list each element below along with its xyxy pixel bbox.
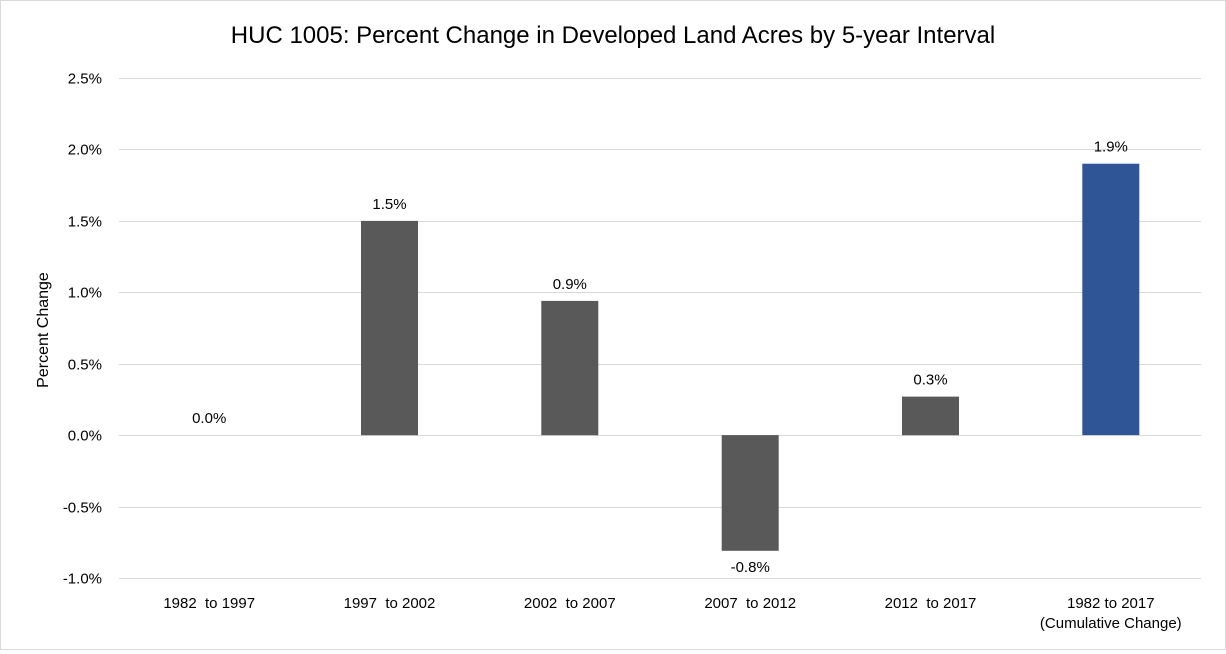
y-tick-label: 2.0% [68, 142, 102, 159]
y-tick-label: 0.5% [68, 357, 102, 374]
x-axis-ticks: 1982 to 1997 1997 to 2002 2002 to 2007 2007… [163, 595, 1181, 632]
y-tick-label: 2.5% [68, 71, 102, 88]
x-tick-label: 1982 to 2017 [1067, 595, 1155, 612]
chart-title: HUC 1005: Percent Change in Developed La… [231, 22, 995, 49]
x-tick-label: 1997 to 2002 [344, 595, 436, 612]
y-axis-ticks: 2.5% 2.0% 1.5% 1.0% 0.5% 0.0% -0.5% -1.0% [63, 71, 102, 588]
x-tick-label: 1982 to 1997 [163, 595, 255, 612]
y-axis-label: Percent Change [35, 272, 52, 388]
data-label: -0.8% [731, 559, 770, 576]
data-label: 0.0% [192, 410, 226, 427]
y-tick-label: 0.0% [68, 428, 102, 445]
x-tick-label: 2002 to 2007 [524, 595, 616, 612]
bar [541, 300, 599, 436]
y-tick-label: -0.5% [63, 500, 102, 517]
y-tick-label: 1.0% [68, 285, 102, 302]
data-label: 1.9% [1094, 139, 1128, 156]
y-tick-label: -1.0% [63, 571, 102, 588]
gridlines [119, 78, 1201, 579]
y-tick-label: 1.5% [68, 214, 102, 231]
x-tick-label: (Cumulative Change) [1040, 615, 1182, 632]
bar [361, 220, 418, 436]
data-label: 0.9% [553, 276, 587, 293]
data-label: 1.5% [372, 196, 406, 213]
x-tick-label: 2007 to 2012 [704, 595, 796, 612]
bars [361, 163, 1140, 551]
data-label: 0.3% [913, 372, 947, 389]
bar [721, 435, 779, 551]
data-labels: 0.0% 1.5% 0.9% -0.8% 0.3% 1.9% [192, 139, 1128, 576]
bar [1082, 163, 1140, 436]
x-tick-label: 2012 to 2017 [885, 595, 977, 612]
bar [902, 396, 959, 436]
